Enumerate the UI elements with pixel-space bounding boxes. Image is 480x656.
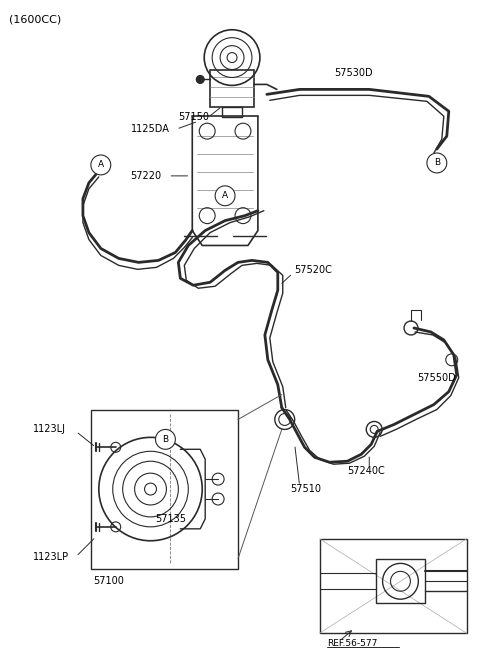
Text: B: B <box>162 435 168 444</box>
Bar <box>320 539 467 633</box>
Text: (1600CC): (1600CC) <box>9 15 61 25</box>
Bar <box>91 409 238 569</box>
Text: 57100: 57100 <box>93 575 124 586</box>
Circle shape <box>215 186 235 206</box>
Text: 57220: 57220 <box>131 171 162 181</box>
Text: 57240C: 57240C <box>348 466 385 476</box>
Circle shape <box>91 155 111 175</box>
Text: B: B <box>434 159 440 167</box>
Text: 57520C: 57520C <box>295 265 333 276</box>
Text: A: A <box>98 161 104 169</box>
Text: 1125DA: 1125DA <box>131 124 169 134</box>
Text: REF.56-577: REF.56-577 <box>327 639 378 647</box>
Circle shape <box>427 153 447 173</box>
Circle shape <box>196 75 204 83</box>
Text: 1123LJ: 1123LJ <box>33 424 66 434</box>
Text: 57150: 57150 <box>179 112 209 122</box>
Bar <box>376 560 425 603</box>
Text: 1123LP: 1123LP <box>33 552 69 562</box>
Text: A: A <box>222 192 228 200</box>
Text: 57135: 57135 <box>156 514 187 524</box>
Text: 57550D: 57550D <box>417 373 456 382</box>
Circle shape <box>156 430 175 449</box>
Text: 57530D: 57530D <box>335 68 373 79</box>
Text: 57510: 57510 <box>290 484 321 494</box>
Bar <box>210 70 254 108</box>
